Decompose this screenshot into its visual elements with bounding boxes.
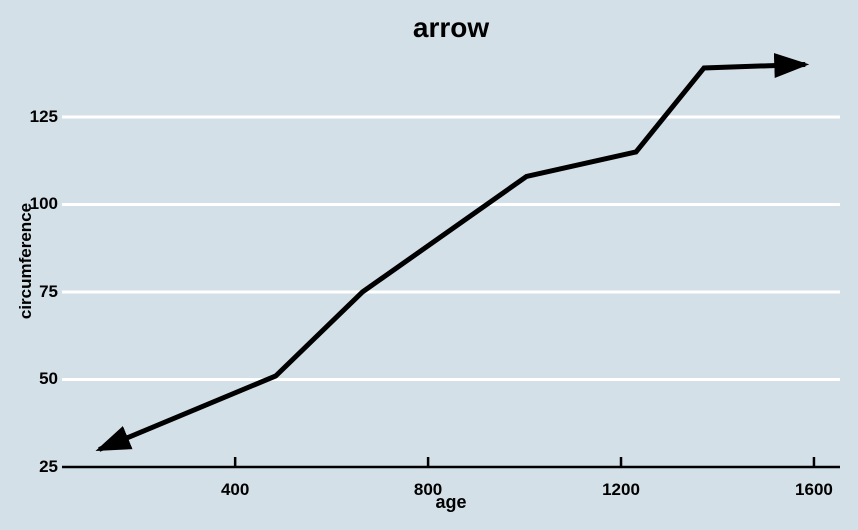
y-tick-label: 100 <box>29 194 58 214</box>
y-tick-label: 50 <box>39 369 58 389</box>
y-tick-label: 25 <box>39 457 58 476</box>
x-tick-label: 1600 <box>795 480 833 499</box>
x-tick-label: 800 <box>413 480 443 499</box>
x-tick-label: 1200 <box>602 480 640 499</box>
x-tick-label: 400 <box>220 480 250 499</box>
y-tick-label: 125 <box>29 106 58 126</box>
chart-title: arrow <box>412 12 490 43</box>
data-line-arrow <box>95 53 810 452</box>
x-axis-label: age <box>435 492 467 512</box>
y-axis-label: circumference <box>16 202 35 320</box>
y-tick-label: 75 <box>39 281 58 301</box>
